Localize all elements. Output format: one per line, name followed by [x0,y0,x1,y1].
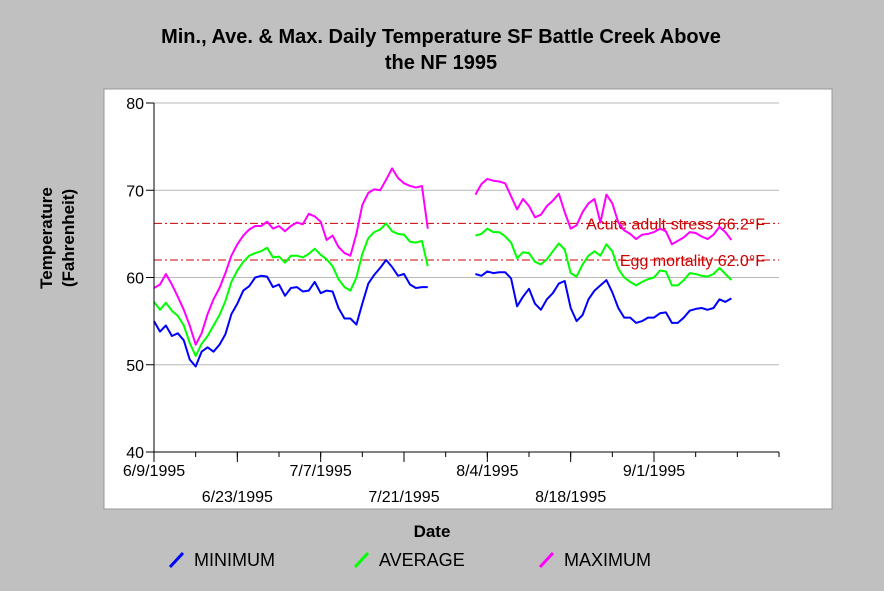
series-line-minimum [475,270,732,324]
y-tick-label: 50 [126,358,144,375]
chart-title-line1: Min., Ave. & Max. Daily Temperature SF B… [161,26,721,48]
y-axis-title-line2: (Fahrenheit) [59,189,78,287]
x-tick-label: 9/1/1995 [623,463,685,480]
y-tick-label: 80 [126,96,144,113]
legend-swatch-minimum [168,551,185,569]
x-tick-label: 7/21/1995 [368,489,439,506]
chart-title-line2: the NF 1995 [385,52,497,74]
legend: MINIMUM AVERAGE MAXIMUM [168,550,651,570]
legend-swatch-maximum [538,551,555,569]
x-tick-label: 7/7/1995 [290,463,352,480]
series-line-maximum [474,177,733,246]
axes [146,102,780,462]
legend-label-average: AVERAGE [379,550,465,570]
legend-label-maximum: MAXIMUM [564,550,651,570]
series-lines [153,167,733,368]
x-tick-label: 8/18/1995 [535,489,606,506]
reference-line-label: Egg mortality 62.0°F [620,253,765,270]
x-tick-label: 8/4/1995 [456,463,518,480]
series-line-minimum [153,259,428,368]
x-axis-title: Date [414,522,451,541]
series-line-average [475,227,733,287]
reference-line-label: Acute adult stress 66.2°F [586,216,765,233]
legend-label-minimum: MINIMUM [194,550,275,570]
legend-swatch-average [353,551,370,569]
y-tick-label: 70 [126,183,144,200]
x-tick-label: 6/9/1995 [123,463,185,480]
series-line-maximum [153,167,429,346]
y-axis-title-line1: Temperature [37,187,56,289]
y-tick-label: 40 [126,445,144,462]
y-tick-label: 60 [126,271,144,288]
reference-lines: Acute adult stress 66.2°F Egg mortality 6… [154,216,779,270]
tick-labels: 40 50 60 70 80 6/9/1995 6/23/1995 7/7/1995 7/21/… [123,96,685,506]
series-line-average [153,222,429,357]
x-tick-label: 6/23/1995 [202,489,273,506]
